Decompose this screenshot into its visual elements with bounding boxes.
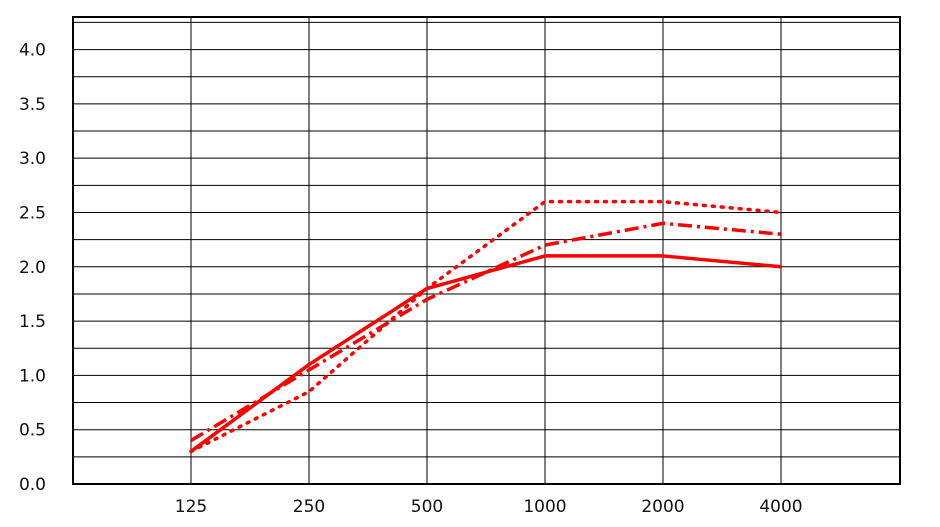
series-line-dotted <box>189 199 783 454</box>
y-tick-label: 2.5 <box>19 203 46 223</box>
x-tick-label: 125 <box>175 497 207 517</box>
x-tick-label: 4000 <box>759 497 802 517</box>
x-tick-labels: 125 250 500 1000 2000 4000 <box>175 497 803 517</box>
y-tick-label: 3.0 <box>19 149 46 169</box>
y-tick-label: 0.0 <box>19 475 46 495</box>
y-tick-label: 4.0 <box>19 41 46 61</box>
chart-series-group <box>189 199 783 454</box>
y-tick-label: 1.0 <box>19 366 46 386</box>
y-tick-label: 2.0 <box>19 258 46 278</box>
x-tick-label: 250 <box>293 497 325 517</box>
series-line-dashdot <box>190 221 782 443</box>
y-tick-label: 3.5 <box>19 95 46 115</box>
y-tick-labels: 0.0 0.5 1.0 1.5 2.0 2.5 3.0 3.5 4.0 <box>19 41 46 495</box>
x-tick-label: 1000 <box>523 497 566 517</box>
chart-grid <box>73 17 900 484</box>
x-tick-label: 2000 <box>641 497 684 517</box>
series-line-solid <box>189 254 782 453</box>
y-tick-label: 0.5 <box>19 421 46 441</box>
y-tick-label: 1.5 <box>19 312 46 332</box>
x-tick-label: 500 <box>411 497 443 517</box>
plot-frame <box>72 16 901 485</box>
